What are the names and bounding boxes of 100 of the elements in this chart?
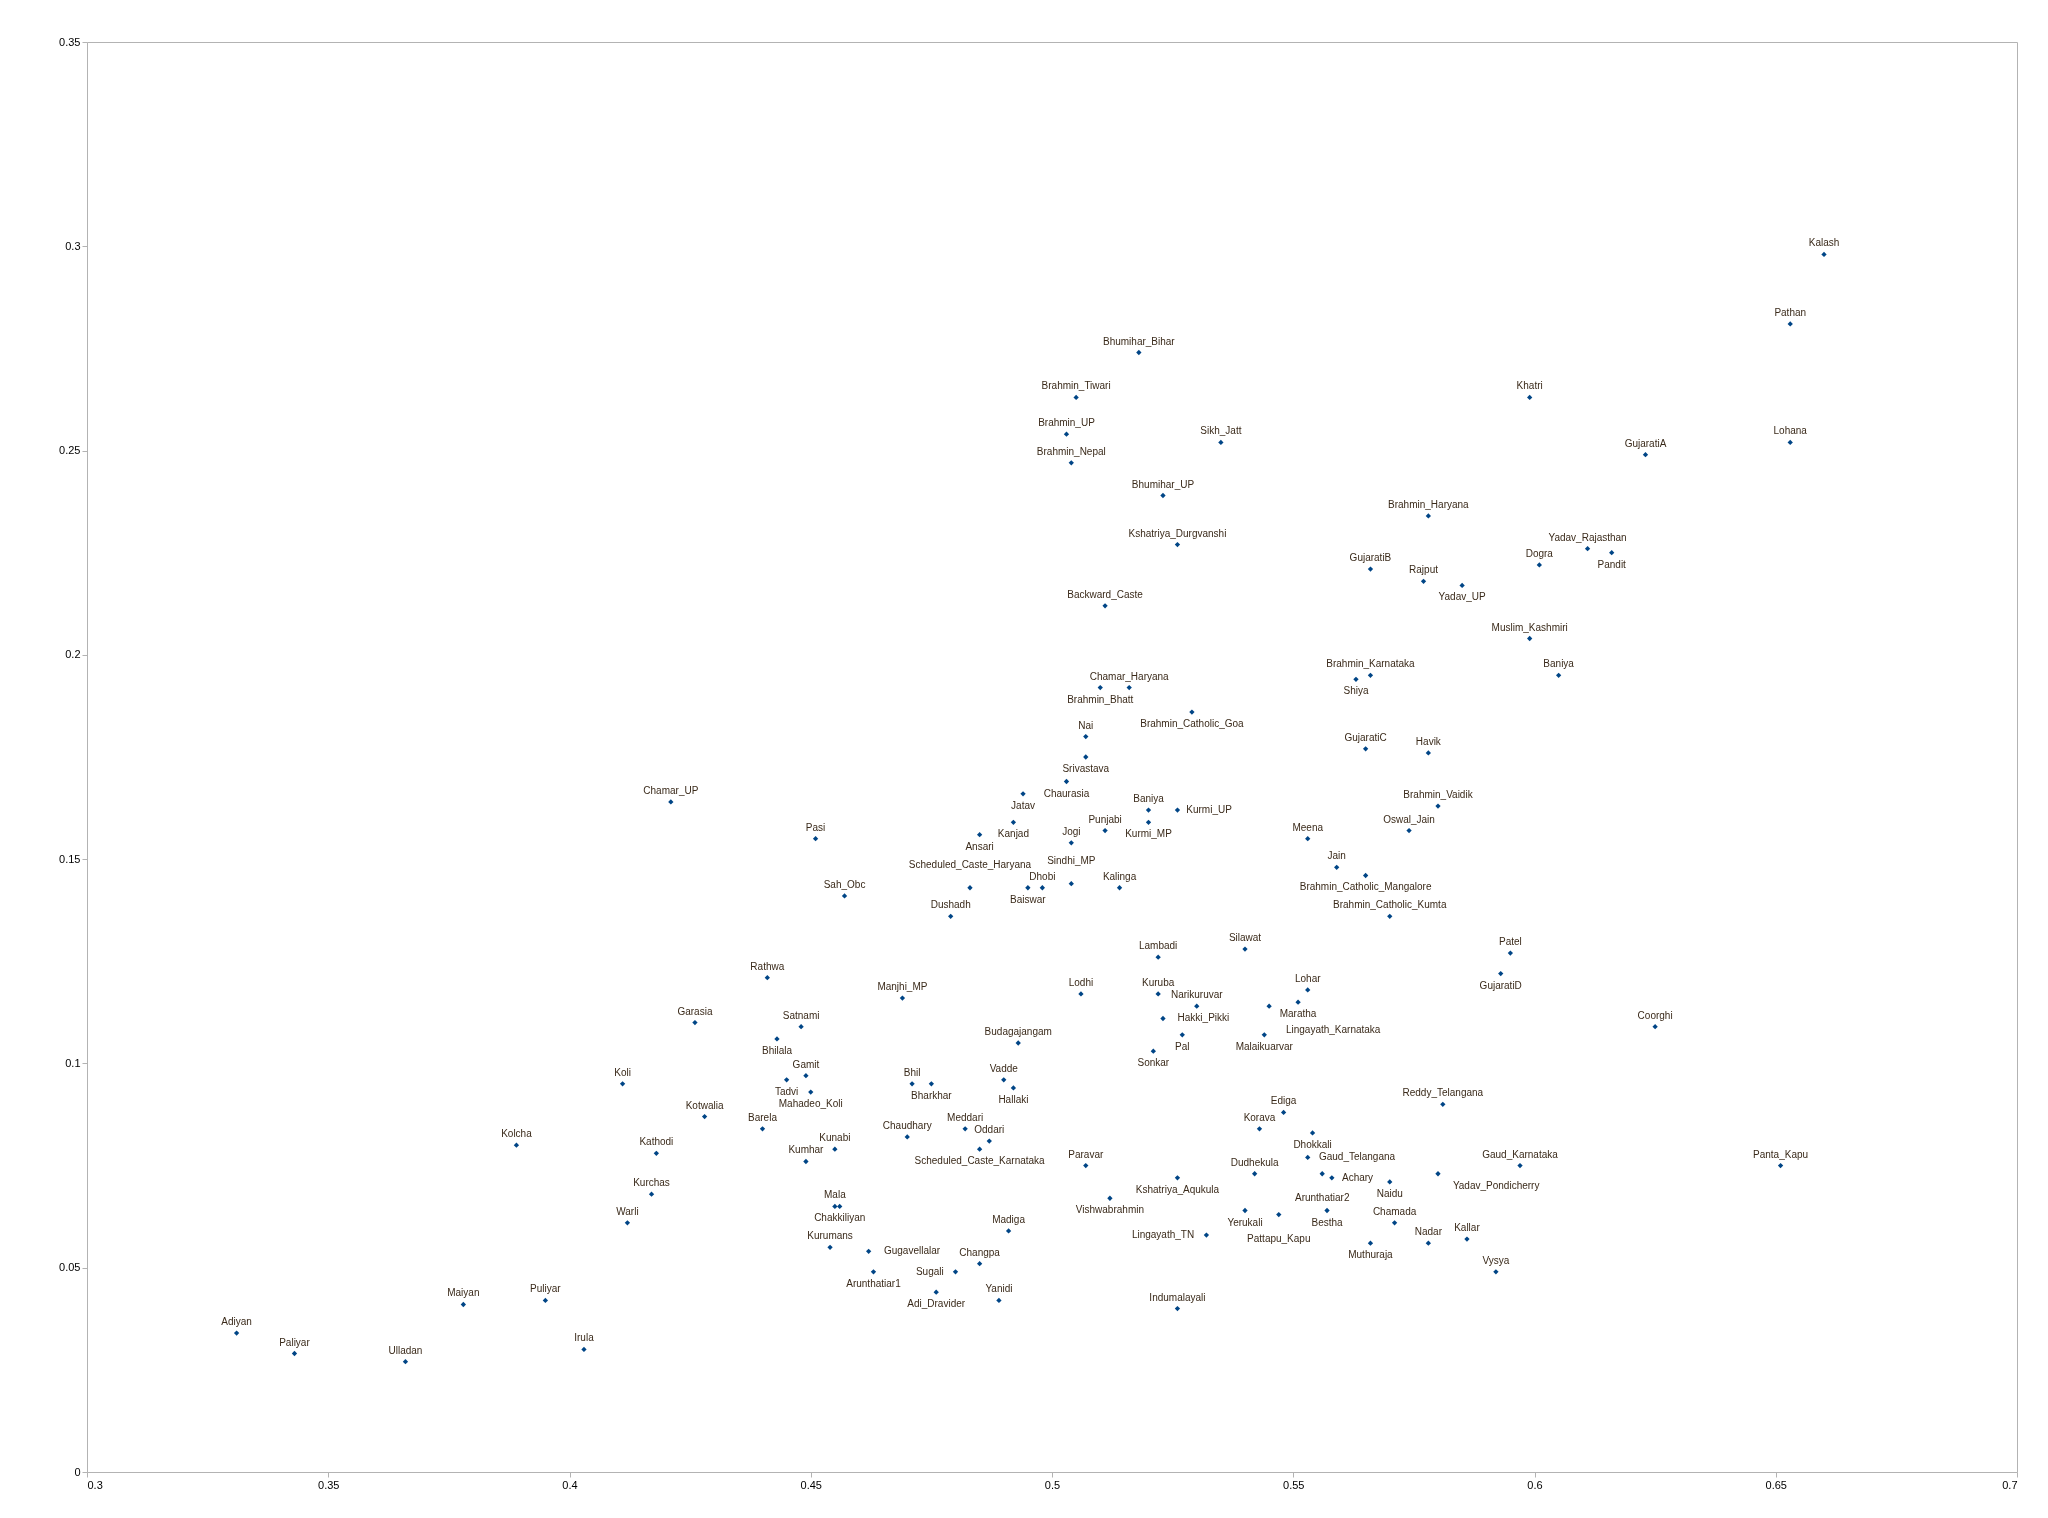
data-label: Garasia [677, 1005, 713, 1017]
data-label: Jatav [1011, 799, 1035, 811]
data-label: Brahmin_Catholic_Mangalore [1299, 881, 1432, 893]
data-label: Dushadh [930, 899, 971, 911]
data-label: Brahmin_UP [1038, 417, 1096, 429]
data-label: Brahmin_Haryana [1388, 498, 1470, 510]
data-label: Bharkhar [911, 1089, 953, 1101]
x-tick-label: 0.55 [1283, 1478, 1305, 1491]
data-label: Jogi [1062, 825, 1081, 837]
data-label: GujaratiB [1349, 552, 1392, 564]
data-label: Coorghi [1637, 1009, 1673, 1021]
data-label: Pattapu_Kapu [1247, 1232, 1311, 1244]
data-label: Ediga [1270, 1095, 1297, 1107]
y-tick-label: 0.15 [59, 852, 81, 865]
data-label: Khatri [1516, 380, 1543, 392]
data-label: Yerukali [1227, 1216, 1263, 1228]
data-label: Arunthatiar2 [1294, 1191, 1350, 1203]
data-label: Gaud_Karnataka [1482, 1148, 1559, 1160]
data-label: Kurmi_UP [1186, 804, 1233, 816]
data-label: Kalinga [1102, 870, 1137, 882]
data-label: Sugali [915, 1265, 944, 1277]
data-label: Brahmin_Karnataka [1326, 658, 1416, 670]
data-label: Pathan [1774, 306, 1807, 318]
data-label: Kalash [1808, 237, 1840, 249]
data-label: Tadvi [774, 1085, 799, 1097]
data-label: Brahmin_Catholic_Kumta [1333, 899, 1447, 911]
data-label: Yadav_Rajasthan [1548, 531, 1627, 543]
data-label: GujaratiD [1479, 979, 1522, 991]
data-label: Bhilala [761, 1044, 793, 1056]
x-tick-label: 0.35 [318, 1478, 340, 1491]
x-tick-label: 0.65 [1765, 1478, 1787, 1491]
data-label: Irula [574, 1332, 595, 1344]
data-label: Silawat [1228, 932, 1262, 944]
data-label: Brahmin_Nepal [1036, 445, 1106, 457]
data-label: Nai [1078, 719, 1094, 731]
data-label: Punjabi [1088, 813, 1122, 825]
data-label: Kurchas [633, 1177, 670, 1189]
data-label: Vadde [989, 1062, 1019, 1074]
data-label: Kshatriya_Durgvanshi [1128, 527, 1227, 539]
data-label: Brahmin_Vaidik [1403, 789, 1474, 801]
data-label: Brahmin_Bhatt [1067, 693, 1134, 705]
data-label: Yanidi [985, 1283, 1013, 1295]
data-label: Pandit [1597, 558, 1627, 570]
data-label: Lohana [1773, 425, 1808, 437]
data-label: Muslim_Kashmiri [1491, 621, 1568, 633]
data-label: Reddy_Telangana [1402, 1087, 1484, 1099]
data-label: Gugavellalar [883, 1245, 941, 1257]
data-label: Maratha [1279, 1008, 1317, 1020]
data-label: Kallar [1454, 1222, 1481, 1234]
data-label: Hakki_Pikki [1177, 1012, 1230, 1024]
data-label: Backward_Caste [1067, 588, 1144, 600]
y-tick-label: 0.3 [65, 239, 81, 252]
data-label: Lingayath_TN [1131, 1229, 1195, 1241]
data-label: Baiswar [1010, 893, 1047, 905]
data-label: Chamar_Haryana [1089, 670, 1170, 682]
data-label: Achary [1341, 1171, 1374, 1183]
x-tick-label: 0.4 [562, 1478, 578, 1491]
data-label: Baniya [1133, 793, 1165, 805]
data-label: Mala [824, 1189, 847, 1201]
data-label: Shiya [1343, 685, 1369, 697]
data-label: Dhobi [1029, 870, 1056, 882]
x-tick-label: 0.3 [87, 1478, 103, 1491]
data-label: Kumhar [788, 1144, 825, 1156]
data-label: Paravar [1068, 1148, 1104, 1160]
data-label: Brahmin_Catholic_Goa [1140, 718, 1245, 730]
y-tick-label: 0 [74, 1465, 81, 1478]
data-label: Oddari [974, 1124, 1005, 1136]
data-label: Chaudhary [882, 1119, 932, 1131]
data-label: Naidu [1376, 1187, 1403, 1199]
data-label: Arunthatiar1 [846, 1277, 902, 1289]
data-label: Brahmin_Tiwari [1041, 380, 1111, 392]
data-label: Vishwabrahmin [1075, 1204, 1144, 1216]
data-label: Budagajangam [984, 1026, 1052, 1037]
data-label: Mahadeo_Koli [778, 1098, 843, 1110]
data-label: Barela [748, 1111, 778, 1123]
data-label: Bhil [903, 1066, 921, 1078]
data-label: Chaurasia [1043, 787, 1090, 799]
data-label: Kshatriya_Aqukula [1135, 1183, 1220, 1195]
data-label: Kurmi_MP [1125, 828, 1173, 840]
data-label: Kunabi [819, 1132, 851, 1144]
data-label: Panta_Kapu [1753, 1148, 1809, 1160]
data-label: Chakkiliyan [814, 1212, 866, 1224]
data-label: Lingayath_Karnataka [1285, 1024, 1381, 1036]
data-label: Srivastava [1062, 763, 1110, 774]
data-label: Sikh_Jatt [1200, 425, 1242, 437]
data-label: Chamar_UP [643, 784, 699, 796]
data-label: Nadar [1414, 1226, 1443, 1238]
data-label: Yadav_Pondicherry [1452, 1179, 1540, 1191]
x-tick-label: 0.5 [1044, 1478, 1061, 1491]
data-label: Dudhekula [1230, 1156, 1279, 1168]
data-label: Koli [614, 1066, 631, 1078]
y-tick-label: 0.1 [65, 1056, 81, 1069]
data-label: Pal [1175, 1040, 1190, 1052]
y-tick-label: 0.05 [59, 1261, 81, 1274]
data-label: Vysya [1482, 1254, 1510, 1266]
data-label: Yadav_UP [1438, 591, 1486, 603]
data-label: Maiyan [447, 1287, 480, 1299]
data-label: Kotwalia [685, 1099, 724, 1111]
data-label: Gaud_Telangana [1318, 1151, 1396, 1163]
data-label: Lambadi [1138, 940, 1178, 952]
